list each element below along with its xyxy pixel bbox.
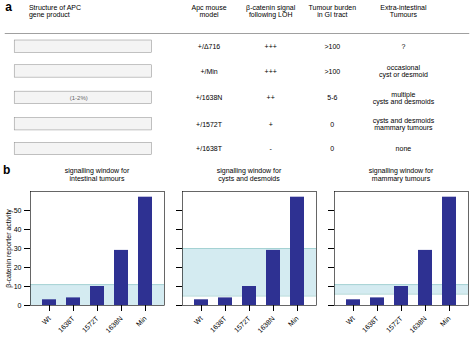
svg-text:1572T: 1572T [233, 314, 252, 333]
svg-text:5-6: 5-6 [327, 94, 337, 101]
svg-text:1638T: 1638T [209, 314, 228, 333]
html-text:signalling window for intestin: signalling window for intestinal tumours [64, 167, 130, 182]
svg-text:1638N: 1638N [256, 315, 276, 335]
svg-text:+++: +++ [265, 43, 277, 50]
svg-text:>100: >100 [324, 43, 340, 50]
svg-text:cysts and desmoidsmammary tumo: cysts and desmoidsmammary tumours [373, 117, 435, 132]
svg-text:+/1638N: +/1638N [196, 94, 223, 101]
svg-text:none: none [396, 145, 412, 152]
svg-text:0: 0 [18, 302, 22, 309]
html-text:signalling window for mammary: signalling window for mammary tumours [368, 167, 434, 182]
svg-text:Tumour burdenin GI tract: Tumour burdenin GI tract [308, 4, 356, 18]
svg-text:40: 40 [14, 226, 22, 233]
svg-text:20: 20 [14, 264, 22, 271]
svg-text:Structure of APCgene product: Structure of APCgene product [29, 4, 81, 19]
svg-text:multiplecysts and desmoids: multiplecysts and desmoids [373, 91, 435, 106]
svg-text:+++: +++ [265, 68, 277, 75]
svg-text:?: ? [401, 43, 405, 50]
svg-text:Wt: Wt [193, 315, 204, 326]
svg-text:30: 30 [14, 245, 22, 252]
svg-text:Apc mousemodel: Apc mousemodel [192, 4, 227, 18]
svg-text:+/1572T: +/1572T [196, 120, 223, 127]
svg-text:+/1638T: +/1638T [196, 145, 223, 152]
svg-text:10: 10 [14, 283, 22, 290]
svg-text:1638N: 1638N [104, 315, 124, 335]
svg-text:++: ++ [267, 94, 275, 101]
svg-text:1638N: 1638N [408, 315, 428, 335]
html-text:b: b [3, 163, 11, 177]
svg-text:1572T: 1572T [81, 314, 100, 333]
svg-text:+: + [269, 120, 273, 127]
svg-text:+/Min: +/Min [200, 68, 217, 75]
svg-text:β-catenin signalfollowing LOH: β-catenin signalfollowing LOH [246, 4, 296, 19]
svg-text:(1-2%): (1-2%) [70, 95, 88, 101]
svg-text:+/Δ716: +/Δ716 [198, 43, 220, 50]
svg-text:Min: Min [439, 315, 452, 328]
svg-text:Min: Min [287, 315, 300, 328]
svg-text:Extra-intestinalTumours: Extra-intestinalTumours [380, 4, 427, 18]
html-text:signalling window for cysts an: signalling window for cysts and desmoids [216, 167, 282, 182]
svg-text:-: - [270, 145, 273, 152]
svg-text:0: 0 [330, 145, 334, 152]
svg-text:1638T: 1638T [361, 314, 380, 333]
svg-text:1572T: 1572T [385, 314, 404, 333]
svg-text:0: 0 [330, 120, 334, 127]
svg-text:occasionalcyst or desmoid: occasionalcyst or desmoid [379, 64, 428, 79]
svg-text:β-catenin reporter activity: β-catenin reporter activity [5, 209, 13, 288]
svg-text:1638T: 1638T [57, 314, 76, 333]
svg-text:Wt: Wt [345, 315, 356, 326]
svg-text:a: a [5, 0, 12, 14]
svg-text:>100: >100 [324, 68, 340, 75]
svg-text:Min: Min [135, 315, 148, 328]
svg-text:Wt: Wt [41, 315, 52, 326]
svg-text:50: 50 [14, 207, 22, 214]
